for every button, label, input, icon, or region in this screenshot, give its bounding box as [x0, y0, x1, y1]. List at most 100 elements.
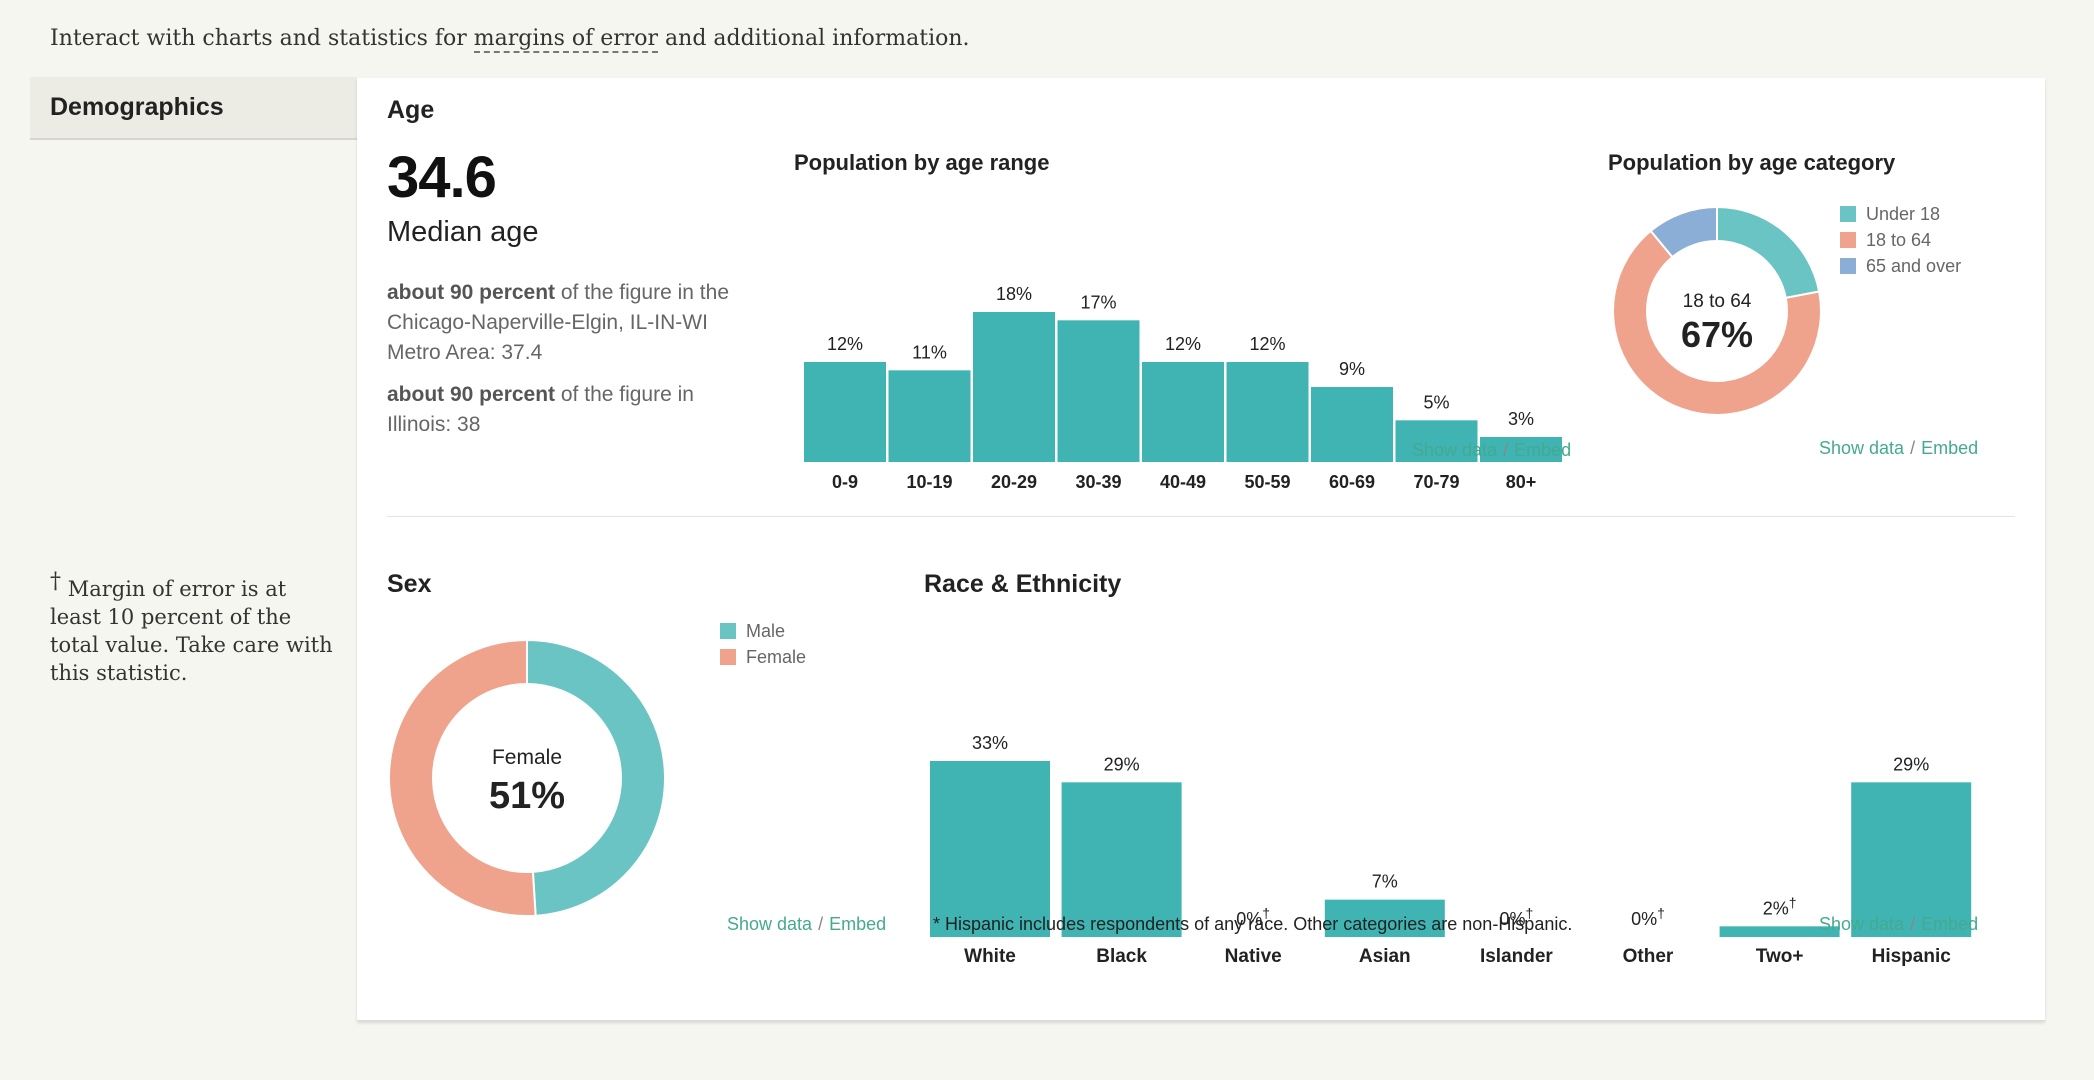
show-data-link[interactable]: Show data [1819, 438, 1905, 458]
comparison-bold: about 90 percent [387, 281, 556, 304]
race-links: Show data / Embed [1819, 914, 1978, 935]
embed-link[interactable]: Embed [1921, 914, 1979, 934]
race-bar-value-label: 7% [1372, 872, 1398, 892]
age-category-slice-18-to-64[interactable] [1612, 229, 1822, 416]
age-bar-category-label: 40-49 [1160, 472, 1206, 492]
race-bar-value-label: 0%† [1631, 905, 1665, 929]
race-bar-category-label: Hispanic [1872, 946, 1952, 967]
race-footnote: * Hispanic includes respondents of any r… [933, 914, 1573, 934]
age-range-links: Show data / Embed [1412, 440, 1571, 461]
age-range-chart-title: Population by age range [794, 150, 1050, 175]
age-bar-10-19[interactable] [888, 370, 971, 462]
sex-section-title: Sex [387, 570, 432, 598]
race-bar-asian[interactable] [1324, 899, 1445, 937]
race-bar-category-label: Native [1225, 946, 1282, 967]
sex-links: Show data / Embed [727, 914, 886, 935]
sex-legend-label: Male [746, 621, 785, 641]
race-bar-category-label: Asian [1359, 946, 1411, 967]
age-category-legend-swatch [1840, 258, 1856, 274]
race-bar-chart: 33%White29%Black0%†Native7%Asian0%†Islan… [930, 733, 1972, 967]
intro-text: Interact with charts and statistics for … [50, 26, 970, 53]
sex-legend-swatch [720, 649, 736, 665]
race-bar-value-label: 29% [1104, 754, 1140, 774]
intro-after: and additional information. [658, 26, 970, 51]
race-bar-category-label: Two+ [1756, 946, 1804, 967]
comparison-text: of the figure in the Chicago-Naperville-… [387, 281, 729, 364]
age-bar-70-79[interactable] [1395, 420, 1478, 462]
dagger-symbol: † [1526, 905, 1534, 921]
age-bar-80+[interactable] [1480, 437, 1562, 462]
comparison-bold: about 90 percent [387, 383, 556, 406]
sex-slice-male[interactable] [526, 638, 666, 917]
race-bar-category-label: Other [1623, 946, 1674, 967]
age-bar-category-label: 20-29 [991, 472, 1037, 492]
moe-note-text: Margin of error is at least 10 percent o… [50, 577, 333, 685]
race-bar-category-label: Islander [1480, 946, 1553, 967]
margin-of-error-note: † Margin of error is at least 10 percent… [50, 568, 340, 687]
age-bar-value-label: 9% [1339, 359, 1365, 379]
age-bar-40-49[interactable] [1142, 362, 1224, 462]
age-bar-20-29[interactable] [973, 312, 1055, 462]
sidebar-tab-demographics[interactable]: Demographics [30, 77, 357, 140]
sex-center-label: Female [492, 746, 562, 769]
age-category-slice-65-and-over[interactable] [1649, 205, 1718, 259]
age-category-center-label: 18 to 64 [1683, 291, 1752, 312]
median-age-label: Median age [387, 216, 539, 248]
age-bar-50-59[interactable] [1226, 362, 1309, 462]
link-separator: / [1910, 438, 1916, 458]
race-bar-category-label: White [964, 946, 1016, 967]
age-range-bar-chart: 12% 0-9 11% 10-19 18% 20-29 17% 30-39 12% 40-49 12… [804, 284, 1562, 492]
age-bar-category-label: 10-19 [906, 472, 952, 492]
margins-of-error-link[interactable]: margins of error [473, 26, 659, 53]
show-data-link[interactable]: Show data [1412, 440, 1498, 460]
age-category-legend-label: 18 to 64 [1866, 230, 1931, 250]
section-divider [387, 516, 2015, 517]
age-category-links: Show data / Embed [1819, 438, 1978, 459]
race-bar-value-label: 29% [1893, 754, 1929, 774]
median-age-value: 34.6 [387, 145, 497, 210]
race-bar-category-label: Black [1096, 946, 1147, 967]
sex-center-value: 51% [489, 775, 565, 817]
age-bar-value-label: 17% [1080, 292, 1116, 312]
link-separator: / [1910, 914, 1916, 934]
age-bar-60-69[interactable] [1311, 387, 1393, 462]
age-bar-category-label: 80+ [1506, 472, 1537, 492]
show-data-link[interactable]: Show data [1819, 914, 1905, 934]
race-bar-hispanic[interactable] [1851, 782, 1972, 937]
age-bar-value-label: 18% [996, 284, 1032, 304]
age-section-title: Age [387, 96, 435, 124]
sex-slice-female[interactable] [388, 638, 537, 917]
sidebar-tab-label: Demographics [50, 93, 224, 121]
embed-link[interactable]: Embed [829, 914, 887, 934]
age-comparison-state: about 90 percent of the figure in Illino… [387, 380, 757, 440]
age-bar-value-label: 12% [827, 334, 863, 354]
age-bar-0-9[interactable] [804, 362, 886, 462]
age-category-legend-swatch [1840, 232, 1856, 248]
age-category-legend-swatch [1840, 206, 1856, 222]
age-category-chart-title: Population by age category [1608, 150, 1896, 175]
age-bar-category-label: 60-69 [1329, 472, 1375, 492]
demographics-panel: Age 34.6 Median age about 90 percent of … [357, 78, 2045, 1021]
dagger-symbol: † [1789, 894, 1797, 910]
sex-legend-label: Female [746, 647, 806, 667]
dagger-symbol: † [1262, 905, 1270, 921]
embed-link[interactable]: Embed [1921, 438, 1979, 458]
race-bar-white[interactable] [930, 761, 1050, 937]
link-separator: / [1503, 440, 1509, 460]
age-bar-category-label: 30-39 [1075, 472, 1121, 492]
dagger-symbol: † [50, 569, 61, 594]
race-bar-value-label: 2%† [1763, 894, 1797, 918]
age-bar-category-label: 0-9 [832, 472, 858, 492]
embed-link[interactable]: Embed [1514, 440, 1572, 460]
show-data-link[interactable]: Show data [727, 914, 813, 934]
race-bar-black[interactable] [1061, 782, 1182, 937]
sex-legend-swatch [720, 623, 736, 639]
age-category-slice-under-18[interactable] [1716, 205, 1821, 300]
sex-donut-chart: Female 51% Male Female [388, 621, 806, 917]
age-bar-value-label: 11% [912, 342, 947, 362]
race-bar-two-plus[interactable] [1719, 926, 1840, 937]
intro-before: Interact with charts and statistics for [50, 26, 474, 51]
age-bar-value-label: 3% [1508, 409, 1534, 429]
age-bar-30-39[interactable] [1057, 320, 1140, 462]
